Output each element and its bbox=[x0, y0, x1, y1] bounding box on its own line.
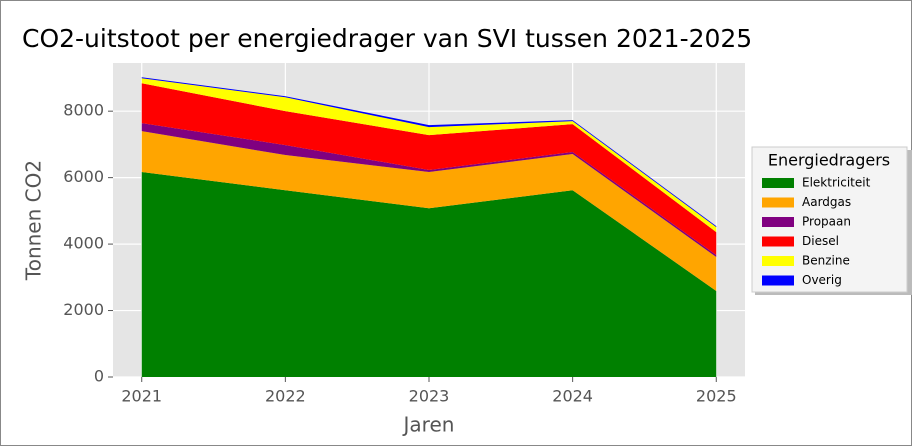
legend-swatch bbox=[762, 178, 794, 188]
y-tick-label: 8000 bbox=[63, 101, 104, 120]
x-axis-label: Jaren bbox=[402, 413, 455, 437]
y-tick-label: 2000 bbox=[63, 300, 104, 319]
x-tick-label: 2022 bbox=[265, 387, 306, 406]
area bbox=[141, 78, 717, 233]
legend-swatch bbox=[762, 217, 794, 227]
x-tick-label: 2023 bbox=[409, 387, 450, 406]
y-tick-label: 4000 bbox=[63, 234, 104, 253]
legend-title: Energiedragers bbox=[768, 151, 890, 170]
ticks: 0 2000 4000 6000 8000 2021 2022 2023 2024 2025 bbox=[63, 101, 736, 406]
areas bbox=[141, 77, 717, 377]
x-tick-label: 2024 bbox=[552, 387, 593, 406]
legend-swatch bbox=[762, 256, 794, 266]
x-tick-label: 2021 bbox=[121, 387, 162, 406]
legend-label: Aardgas bbox=[802, 195, 851, 209]
legend-label: Propaan bbox=[802, 215, 851, 229]
legend-swatch bbox=[762, 275, 794, 286]
legend-label: Overig bbox=[802, 273, 842, 287]
legend: Energiedragers Elektriciteit Aardgas Propa… bbox=[751, 146, 912, 295]
area bbox=[141, 171, 717, 377]
legend-label: Diesel bbox=[802, 234, 839, 248]
area bbox=[141, 131, 717, 291]
legend-swatch bbox=[762, 236, 794, 247]
legend-label: Elektriciteit bbox=[802, 176, 871, 190]
x-tick-label: 2025 bbox=[696, 387, 737, 406]
chart-title: CO2-uitstoot per energiedrager van SVI t… bbox=[22, 24, 752, 53]
y-axis-label: Tonnen CO2 bbox=[22, 160, 46, 281]
legend-label: Benzine bbox=[802, 254, 850, 268]
area bbox=[141, 83, 717, 256]
legend-swatch bbox=[762, 197, 794, 208]
y-tick-label: 6000 bbox=[63, 167, 104, 186]
y-tick-label: 0 bbox=[94, 367, 104, 386]
area bbox=[141, 123, 717, 258]
